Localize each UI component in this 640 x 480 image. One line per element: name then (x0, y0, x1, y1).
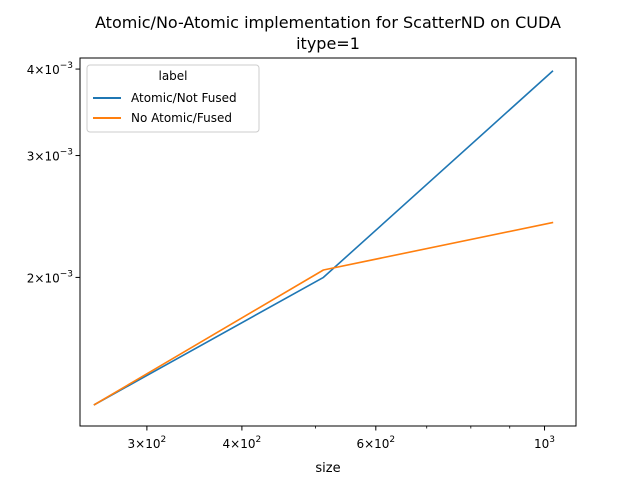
x-axis-ticks: 3×102 4×102 6×102 103 (128, 426, 555, 451)
series-line-atomic-not-fused (93, 70, 554, 406)
x-axis-label: size (315, 461, 340, 476)
chart-title: Atomic/No-Atomic implementation for Scat… (95, 13, 561, 32)
legend: label Atomic/Not Fused No Atomic/Fused (86, 64, 260, 133)
x-tick-label-3: 103 (534, 435, 555, 451)
x-tick-label-0: 3×102 (128, 435, 167, 451)
y-tick-label-0: 2×10−3 (27, 269, 73, 285)
x-tick-label-2: 6×102 (356, 435, 395, 451)
series-layer (93, 70, 554, 406)
series-line-no-atomic-fused (93, 221, 554, 406)
x-tick-label-1: 4×102 (223, 435, 262, 451)
legend-label-no-atomic-fused: No Atomic/Fused (131, 111, 232, 125)
legend-label-atomic-not-fused: Atomic/Not Fused (131, 91, 237, 105)
axes-frame (79, 57, 577, 427)
chart-subtitle: itype=1 (296, 34, 360, 53)
y-axis-ticks: 2×10−3 3×10−3 4×10−3 (27, 61, 80, 285)
plot-area (79, 57, 577, 427)
legend-title: label (158, 69, 187, 83)
y-tick-label-1: 3×10−3 (27, 148, 73, 164)
y-tick-label-2: 4×10−3 (27, 61, 73, 77)
legend-frame (86, 64, 260, 133)
